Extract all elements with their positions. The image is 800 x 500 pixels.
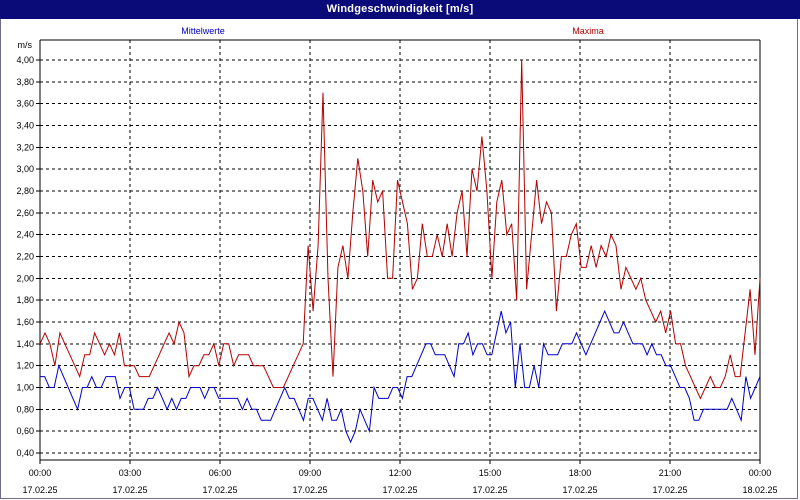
x-tick-time-label: 00:00 (749, 468, 772, 478)
y-tick-label: 3,40 (16, 121, 34, 131)
y-tick-label: 1,20 (16, 361, 34, 371)
series-line-mittelwerte (40, 309, 761, 444)
data-series (39, 59, 761, 444)
y-tick-label: 1,00 (16, 383, 34, 393)
y-tick-label: 0,60 (16, 426, 34, 436)
x-tick-date-label: 17.02.25 (472, 485, 507, 495)
chart-frame (0, 19, 798, 499)
y-tick-label: 3,60 (16, 99, 34, 109)
series-line-maxima (39, 59, 761, 400)
y-axis-unit-label: m/s (18, 40, 33, 50)
axis-labels: 0,40 0,60 0,80 1,00 1,20 1,40 1,60 1,80 2,00 2,20… (16, 26, 777, 495)
y-tick-label: 2,00 (16, 273, 34, 283)
plot-axes (36, 39, 761, 464)
x-tick-date-label: 17.02.25 (22, 485, 57, 495)
y-tick-label: 3,00 (16, 164, 34, 174)
y-tick-label: 1,60 (16, 317, 34, 327)
grid-lines (40, 40, 760, 460)
x-tick-date-label: 17.02.25 (202, 485, 237, 495)
x-tick-date-label: 17.02.25 (562, 485, 597, 495)
x-tick-time-label: 15:00 (479, 468, 502, 478)
x-tick-time-label: 00:00 (29, 468, 52, 478)
y-tick-label: 2,20 (16, 252, 34, 262)
legend-label-maxima: Maxima (572, 26, 604, 36)
x-tick-time-label: 12:00 (389, 468, 412, 478)
chart-title: Windgeschwindigkeit [m/s] (0, 0, 800, 19)
legend-label-mittelwerte: Mittelwerte (181, 26, 225, 36)
y-tick-label: 1,40 (16, 339, 34, 349)
y-tick-label: 3,80 (16, 77, 34, 87)
y-tick-label: 2,60 (16, 208, 34, 218)
y-tick-label: 1,80 (16, 295, 34, 305)
x-tick-time-label: 03:00 (119, 468, 142, 478)
x-tick-time-label: 18:00 (569, 468, 592, 478)
y-tick-label: 2,80 (16, 186, 34, 196)
y-tick-label: 0,40 (16, 448, 34, 458)
y-tick-label: 2,40 (16, 230, 34, 240)
x-tick-date-label: 17.02.25 (652, 485, 687, 495)
y-tick-label: 3,20 (16, 142, 34, 152)
y-tick-label: 0,80 (16, 404, 34, 414)
y-tick-label: 4,00 (16, 55, 34, 65)
x-tick-time-label: 09:00 (299, 468, 322, 478)
x-tick-time-label: 21:00 (659, 468, 682, 478)
x-tick-date-label: 17.02.25 (112, 485, 147, 495)
x-tick-date-label: 18.02.25 (742, 485, 777, 495)
x-tick-date-label: 17.02.25 (382, 485, 417, 495)
x-tick-time-label: 06:00 (209, 468, 232, 478)
x-tick-date-label: 17.02.25 (292, 485, 327, 495)
